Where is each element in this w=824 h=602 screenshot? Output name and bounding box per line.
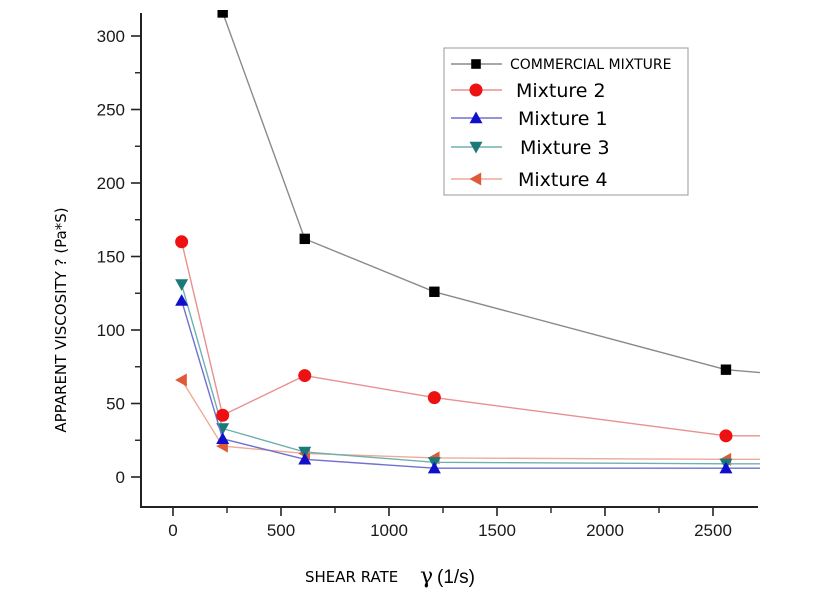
legend-item-mixture-2: Mixture 2 [451, 80, 606, 102]
y-tick-label: 250 [97, 101, 125, 120]
x-tick-label: 2000 [586, 521, 624, 540]
data-point-commercial-mixture [720, 364, 732, 375]
legend-item-mixture-1: Mixture 1 [451, 108, 608, 130]
series-mixture-2 [175, 235, 760, 443]
x-tick-label: 1000 [370, 521, 408, 540]
x-tick-label: 1500 [478, 521, 516, 540]
legend-marker-mixture-4 [469, 172, 482, 186]
data-point-mixture-1 [175, 294, 189, 306]
data-point-mixture-1 [298, 452, 312, 465]
x-axis-label-text: SHEAR RATE [305, 568, 398, 586]
x-tick-label: 0 [168, 521, 177, 540]
data-point-mixture-2 [719, 429, 733, 443]
y-tick-label: 100 [97, 321, 125, 340]
data-point-mixture-3 [298, 446, 312, 459]
series-line-mixture-4 [181, 379, 760, 461]
legend-marker-mixture-1 [469, 111, 483, 124]
series-line-mixture-2 [180, 241, 760, 437]
y-tick-label: 150 [97, 248, 125, 267]
legend-label: Mixture 4 [518, 169, 608, 191]
y-tick-label: 300 [97, 27, 125, 46]
legend-label: COMMERCIAL MIXTURE [510, 57, 672, 73]
series-mixture-4 [175, 373, 760, 466]
legend-label: Mixture 3 [520, 137, 610, 159]
series-mixture-3 [175, 279, 760, 471]
axes [131, 13, 758, 516]
data-point-mixture-1 [427, 461, 441, 474]
data-point-mixture-3 [175, 279, 189, 291]
x-tick-label: 500 [267, 521, 295, 540]
y-axis-label: APPARENT VISCOSITY ? (Pa*S) [52, 207, 70, 432]
data-point-mixture-1 [216, 432, 230, 444]
data-point-commercial-mixture [217, 10, 228, 18]
legend-label: Mixture 2 [516, 80, 606, 102]
data-point-mixture-2 [216, 408, 230, 422]
x-axis-label-symbol: γ [420, 564, 433, 589]
data-point-mixture-1 [719, 461, 733, 474]
data-point-mixture-4 [175, 373, 187, 387]
y-tick-label: 50 [106, 395, 125, 414]
legend-box [443, 47, 689, 196]
data-point-mixture-2 [427, 391, 441, 405]
data-point-mixture-2 [298, 369, 312, 383]
x-axis-label-unit: (1/s) [437, 567, 475, 588]
x-tick-label: 2500 [694, 521, 732, 540]
legend-item-mixture-4: Mixture 4 [451, 169, 608, 191]
data-point-mixture-2 [175, 235, 189, 249]
legend: COMMERCIAL MIXTURE Mixture 2 Mixture 1 Mixt… [443, 47, 689, 196]
legend-marker-mixture-3 [469, 141, 483, 154]
tick-labels: 0 50 100 150 200 250 300 0 500 1000 1500 2000 2500 [97, 27, 732, 540]
data-point-commercial-mixture [299, 233, 310, 245]
series-mixture-1 [175, 294, 760, 474]
series-line-mixture-1 [180, 300, 760, 469]
legend-item-mixture-3: Mixture 3 [451, 137, 610, 159]
legend-marker-mixture-2 [469, 83, 483, 97]
data-point-commercial-mixture [429, 286, 440, 297]
y-tick-label: 200 [97, 174, 125, 193]
series-commercial-mixture [217, 10, 760, 375]
legend-label: Mixture 1 [518, 108, 608, 130]
legend-item-commercial-mixture: COMMERCIAL MIXTURE [451, 57, 672, 73]
legend-marker-commercial-mixture [471, 59, 481, 69]
series-line-mixture-3 [180, 284, 760, 465]
y-tick-label: 0 [116, 468, 125, 487]
x-axis-label: SHEAR RATE γ (1/s) [305, 564, 475, 589]
series-layer [175, 10, 760, 474]
